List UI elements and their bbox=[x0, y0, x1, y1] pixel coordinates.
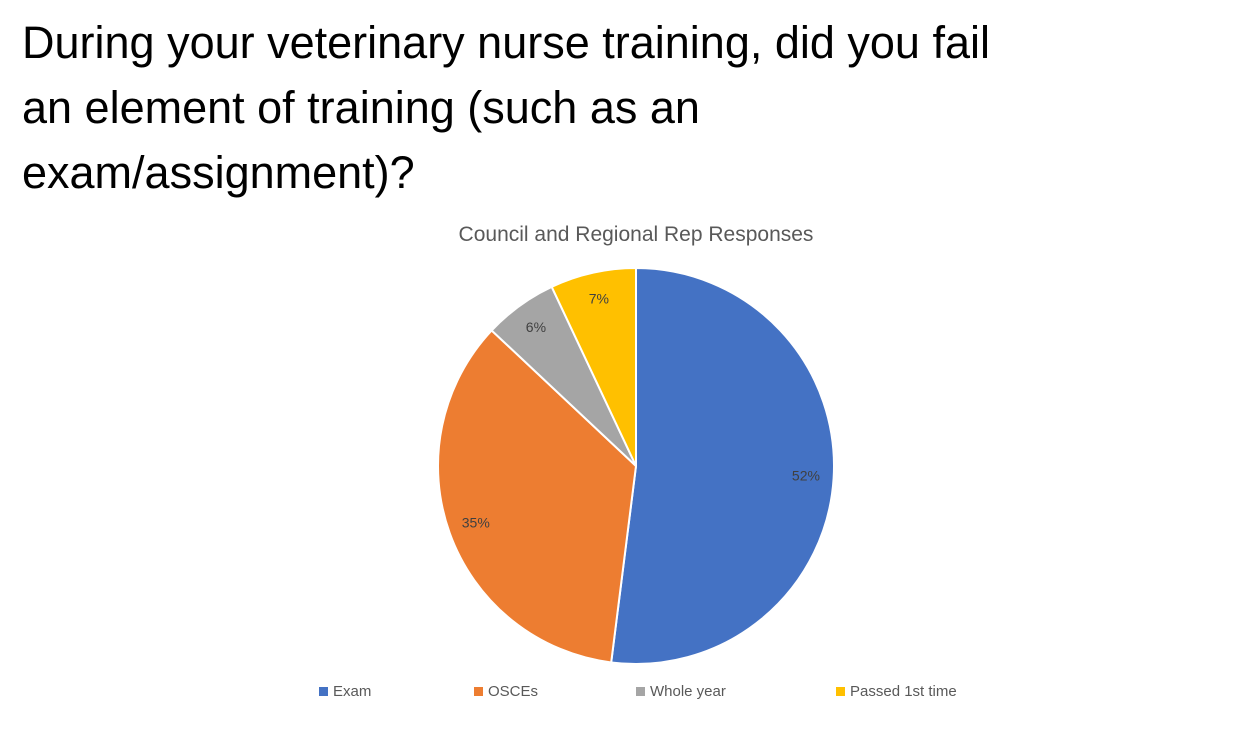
data-label: 6% bbox=[526, 319, 546, 335]
chart-title: Council and Regional Rep Responses bbox=[459, 223, 814, 246]
legend-label: Passed 1st time bbox=[850, 683, 957, 700]
legend-label: OSCEs bbox=[488, 683, 538, 700]
legend-label: Whole year bbox=[650, 683, 726, 700]
slide-heading: an element of training (such as an bbox=[22, 82, 700, 133]
pie-slice bbox=[437, 329, 638, 664]
slide-heading: exam/assignment)? bbox=[22, 147, 415, 198]
data-label: 52% bbox=[792, 467, 820, 483]
legend-swatch bbox=[319, 687, 328, 696]
legend-swatch bbox=[474, 687, 483, 696]
pie-slice bbox=[550, 266, 637, 467]
legend-swatch bbox=[836, 687, 845, 696]
pie-slice bbox=[610, 266, 835, 665]
legend-label: Exam bbox=[333, 683, 371, 700]
data-label: 35% bbox=[462, 514, 490, 530]
data-label: 7% bbox=[589, 291, 609, 307]
legend-swatch bbox=[636, 687, 645, 696]
slide-heading: During your veterinary nurse training, d… bbox=[22, 17, 990, 68]
